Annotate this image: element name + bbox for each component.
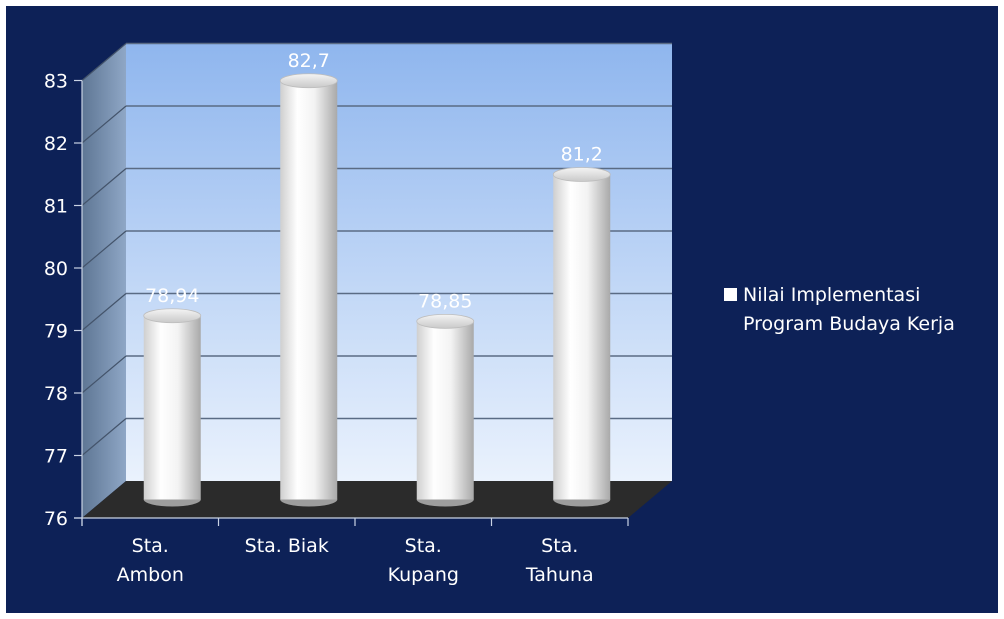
legend-entry: Nilai Implementasi: [743, 284, 920, 306]
x-tick-label-line: Sta.: [541, 535, 578, 557]
floor: [82, 481, 672, 518]
x-tick-label-line: Ambon: [117, 564, 184, 586]
gridline-side: [81, 230, 127, 269]
legend: Nilai Implementasi Program Budaya Kerja: [724, 284, 955, 335]
x-tick-label-line: Kupang: [388, 564, 459, 586]
y-tick-label: 79: [44, 321, 68, 343]
data-label: 78,85: [418, 290, 472, 312]
y-tick-label: 77: [44, 446, 68, 468]
data-label: 78,94: [145, 285, 199, 307]
y-tick-label: 80: [44, 258, 68, 280]
bar-body: [143, 315, 201, 500]
x-tick-label: Sta. Ambon: [117, 535, 184, 586]
axes: [74, 79, 629, 526]
data-label: 82,7: [288, 50, 330, 72]
gridline-side: [81, 418, 127, 456]
gridline-side: [81, 293, 127, 331]
gridline-side: [81, 43, 127, 81]
x-tick-label-line: Tahuna: [525, 564, 594, 586]
y-tick-label: 78: [44, 383, 68, 405]
gridline-side: [81, 355, 127, 394]
chart-frame: 76 77 78 79 80 81 82 83 Sta. Ambon Sta. Biak Sta. Ku…: [6, 6, 998, 613]
x-tick-label-line: Sta.: [405, 535, 442, 557]
bar-body: [280, 80, 338, 500]
bar-top: [143, 308, 202, 324]
y-tick-label: 81: [44, 196, 68, 218]
gridline-side: [81, 105, 127, 144]
x-tick-label: Sta. Kupang: [388, 535, 459, 586]
gridline-side: [81, 168, 127, 206]
y-tick-label: 83: [44, 71, 68, 93]
x-tick-label: Sta. Biak: [245, 535, 329, 557]
bar-top: [552, 167, 611, 182]
x-tick-label: Sta. Tahuna: [525, 535, 594, 586]
x-tick-label-line: Sta. Biak: [245, 535, 329, 557]
bars: [143, 73, 611, 507]
bar-chart: 76 77 78 79 80 81 82 83 Sta. Ambon Sta. Biak Sta. Ku…: [44, 42, 955, 586]
labels: 76 77 78 79 80 81 82 83 Sta. Ambon Sta. Biak Sta. Ku…: [44, 50, 603, 586]
bar: [279, 73, 338, 507]
bar-body: [553, 174, 611, 500]
bar: [552, 167, 611, 507]
data-label: 81,2: [561, 144, 603, 166]
x-tick-label-line: Sta.: [132, 535, 169, 557]
bar: [143, 308, 202, 507]
y-tick-label: 82: [44, 133, 68, 155]
legend-entry: Program Budaya Kerja: [743, 313, 955, 335]
bar-top: [416, 313, 475, 329]
y-tick-label: 76: [44, 508, 68, 530]
legend-swatch: [724, 288, 737, 301]
bar-top: [279, 73, 338, 89]
bar: [416, 313, 475, 507]
side-wall: [82, 43, 126, 518]
bar-body: [416, 321, 474, 500]
